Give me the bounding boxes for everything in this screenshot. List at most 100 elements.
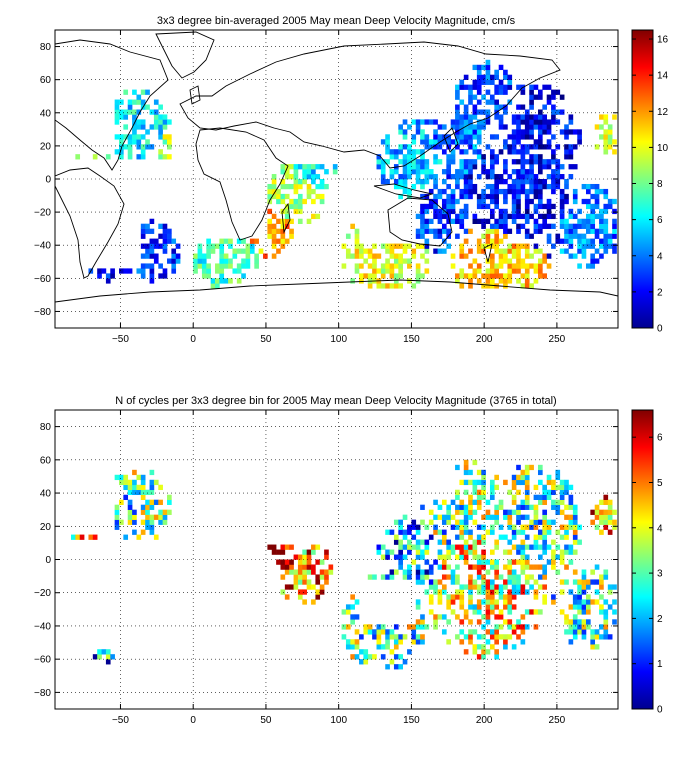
- heatmap-cell: [533, 278, 539, 284]
- heatmap-cell: [441, 198, 447, 205]
- heatmap-cell: [380, 169, 386, 175]
- coastline-japan: [443, 127, 459, 153]
- heatmap-cell: [559, 479, 565, 486]
- heatmap-cell: [306, 188, 312, 195]
- heatmap-cell: [441, 203, 447, 210]
- heatmap-cell: [306, 218, 312, 224]
- heatmap-cell: [114, 104, 120, 110]
- heatmap-cell: [533, 589, 539, 595]
- heatmap-cell: [315, 594, 321, 600]
- heatmap-cell: [389, 243, 395, 249]
- heatmap-cell: [533, 263, 539, 269]
- heatmap-cell: [529, 464, 534, 471]
- heatmap-cell: [564, 193, 569, 200]
- heatmap-cell: [559, 109, 565, 115]
- heatmap-cell: [385, 134, 390, 140]
- heatmap-cell: [489, 278, 495, 284]
- heatmap-cell: [363, 649, 369, 655]
- heatmap-cell: [459, 589, 465, 595]
- heatmap-cell: [476, 539, 482, 545]
- heatmap-cell: [546, 529, 552, 535]
- heatmap-cell: [219, 263, 225, 269]
- heatmap-cell: [489, 579, 495, 585]
- heatmap-cell: [555, 159, 561, 165]
- heatmap-cell: [537, 169, 543, 175]
- heatmap-cell: [481, 494, 486, 500]
- heatmap-cell: [546, 94, 552, 100]
- heatmap-cell: [485, 599, 491, 605]
- heatmap-cell: [590, 238, 596, 244]
- heatmap-cell: [236, 268, 242, 274]
- heatmap-cell: [489, 243, 495, 249]
- heatmap-cell: [402, 634, 408, 640]
- heatmap-cell: [607, 198, 613, 205]
- heatmap-cell: [101, 649, 107, 655]
- heatmap-cell: [293, 208, 299, 215]
- heatmap-cell: [472, 258, 478, 264]
- heatmap-cell: [537, 179, 543, 185]
- heatmap-cell: [485, 649, 491, 655]
- heatmap-cell: [254, 263, 259, 269]
- heatmap-cell: [503, 599, 508, 605]
- heatmap-cell: [489, 589, 495, 595]
- heatmap-cell: [280, 549, 286, 555]
- heatmap-cell: [489, 159, 495, 165]
- heatmap-cell: [415, 634, 421, 640]
- heatmap-cell: [546, 84, 552, 90]
- heatmap-cell: [524, 268, 530, 274]
- heatmap-cell: [516, 634, 521, 640]
- heatmap-cell: [507, 599, 513, 605]
- heatmap-cell: [424, 139, 430, 145]
- heatmap-cell: [455, 134, 460, 140]
- heatmap-cell: [551, 484, 556, 491]
- heatmap-cell: [585, 238, 591, 244]
- heatmap-cell: [271, 243, 277, 249]
- heatmap-cell: [450, 574, 456, 580]
- heatmap-cell: [503, 283, 508, 289]
- heatmap-cell: [132, 519, 137, 525]
- heatmap-cell: [568, 524, 574, 530]
- heatmap-cell: [555, 504, 561, 510]
- heatmap-cell: [420, 179, 425, 185]
- heatmap-cell: [315, 579, 321, 585]
- heatmap-cell: [485, 74, 491, 80]
- heatmap-cell: [276, 238, 281, 244]
- heatmap-cell: [455, 104, 460, 110]
- heatmap-cell: [485, 604, 491, 610]
- heatmap-cell: [420, 273, 425, 279]
- heatmap-cell: [476, 79, 482, 85]
- heatmap-cell: [603, 499, 609, 505]
- heatmap-cell: [284, 174, 290, 180]
- heatmap-cell: [520, 639, 526, 645]
- heatmap-cell: [158, 499, 163, 505]
- heatmap-cell: [533, 624, 539, 630]
- heatmap-cell: [511, 624, 517, 630]
- heatmap-cell: [411, 624, 417, 630]
- heatmap-cell: [167, 228, 172, 234]
- heatmap-cell: [149, 519, 155, 525]
- heatmap-cell: [276, 559, 281, 565]
- heatmap-cell: [542, 253, 548, 259]
- heatmap-cell: [437, 188, 443, 195]
- heatmap-cell: [354, 238, 360, 244]
- heatmap-cell: [411, 139, 417, 145]
- heatmap-cell: [149, 243, 155, 249]
- heatmap-cell: [289, 183, 294, 190]
- heatmap-cell: [524, 283, 530, 289]
- heatmap-cell: [551, 594, 556, 600]
- heatmap-cell: [524, 534, 530, 540]
- heatmap-cell: [524, 474, 530, 481]
- heatmap-cell: [428, 203, 434, 210]
- heatmap-cell: [590, 213, 596, 220]
- heatmap-cell: [524, 208, 530, 215]
- heatmap-cell: [481, 233, 486, 239]
- heatmap-cell: [306, 549, 312, 555]
- heatmap-cell: [594, 509, 600, 515]
- heatmap-cell: [511, 139, 517, 145]
- heatmap-cell: [459, 164, 465, 170]
- heatmap-cell: [542, 564, 548, 570]
- heatmap-cell: [385, 258, 390, 264]
- heatmap-cell: [140, 243, 146, 249]
- heatmap-cell: [472, 584, 478, 590]
- heatmap-cell: [345, 233, 351, 239]
